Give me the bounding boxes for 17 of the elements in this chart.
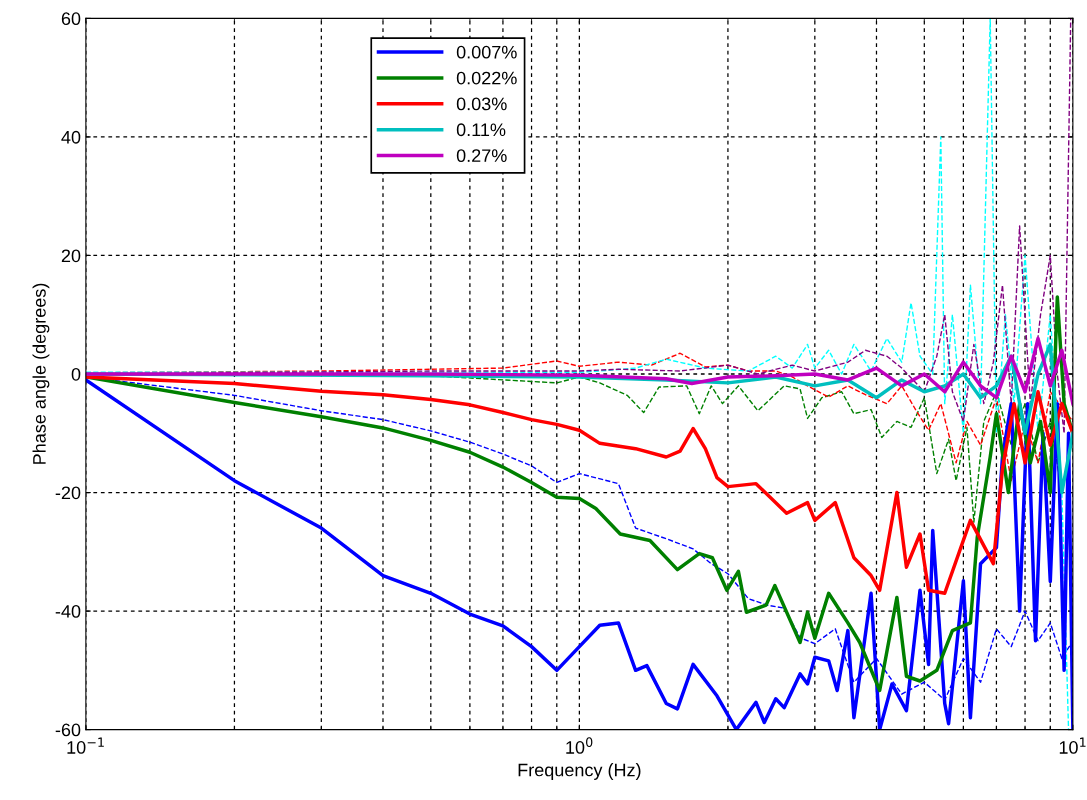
legend-label: 0.022% — [456, 71, 517, 85]
x-tick-label: 10$^{0}$ — [566, 737, 593, 754]
legend-label: 0.03% — [456, 97, 507, 111]
y-tick-label: 20 — [61, 249, 81, 263]
x-tick-label: 10$^{1}$ — [1059, 737, 1086, 754]
y-tick-label: -20 — [55, 486, 81, 500]
legend-label: 0.11% — [456, 123, 506, 137]
y-tick-label: -40 — [55, 605, 81, 618]
y-tick-label: 60 — [61, 12, 81, 26]
y-tick-label: 40 — [61, 130, 81, 144]
legend-label: 0.007% — [456, 45, 517, 59]
y-tick-label: -60 — [55, 723, 81, 737]
x-axis-title: Frequency (Hz) — [518, 763, 641, 780]
y-tick-label: 0 — [71, 367, 81, 381]
y-axis-title: Phase angle (degrees) — [32, 283, 50, 464]
x-tick-label: 10$^{−1}$ — [67, 737, 104, 754]
legend-label: 0.27% — [456, 149, 507, 163]
